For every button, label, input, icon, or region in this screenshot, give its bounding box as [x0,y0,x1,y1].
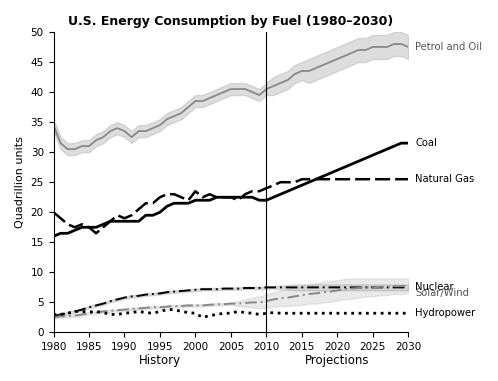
Text: History: History [139,354,181,367]
Text: Petrol and Oil: Petrol and Oil [415,42,483,52]
Text: Nuclear: Nuclear [415,282,454,292]
Text: Natural Gas: Natural Gas [415,174,475,184]
Text: Projections: Projections [305,354,370,367]
Text: Coal: Coal [415,138,437,148]
Title: U.S. Energy Consumption by Fuel (1980–2030): U.S. Energy Consumption by Fuel (1980–20… [68,15,393,28]
Text: Hydropower: Hydropower [415,308,476,318]
Text: Solar/Wind: Solar/Wind [415,288,470,298]
Y-axis label: Quadrillion units: Quadrillion units [15,136,25,228]
